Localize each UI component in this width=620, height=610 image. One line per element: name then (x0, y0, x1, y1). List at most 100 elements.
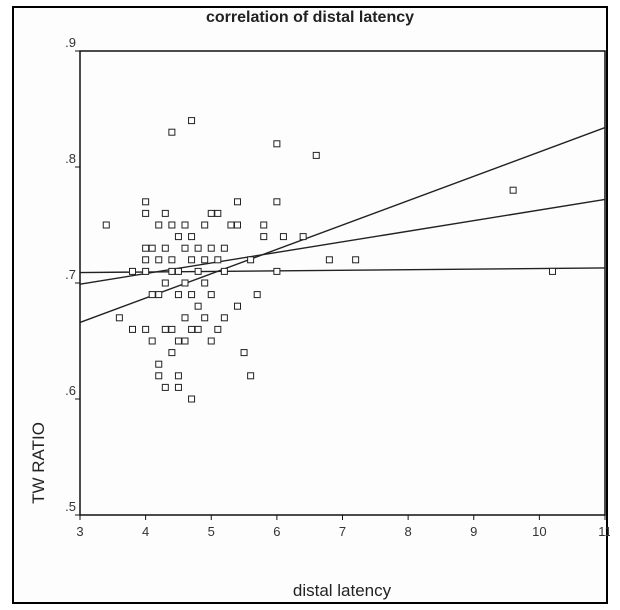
x-tick-label: 4 (142, 524, 149, 539)
data-point (201, 279, 209, 287)
data-point (161, 325, 169, 333)
data-point (273, 267, 281, 275)
data-point (207, 244, 215, 252)
x-axis-title: distal latency (293, 581, 392, 600)
data-point (509, 186, 517, 194)
plot-area (79, 50, 606, 516)
data-point (214, 256, 222, 264)
data-point (174, 291, 182, 299)
data-point (148, 337, 156, 345)
data-point (142, 209, 150, 217)
data-point (115, 314, 123, 322)
data-point (325, 256, 333, 264)
data-point (299, 233, 307, 241)
data-point (188, 395, 196, 403)
data-point (549, 267, 556, 275)
x-tick-label: 7 (339, 524, 346, 539)
y-tick-label: .5 (65, 499, 76, 514)
x-tick-label: 11 (598, 524, 610, 539)
data-point (174, 233, 182, 241)
data-point (188, 291, 196, 299)
data-point (247, 372, 255, 380)
data-point (214, 325, 222, 333)
data-point (201, 314, 209, 322)
data-point (194, 325, 202, 333)
scatter-chart: correlation of distal latency 3 4 5 6 7 8 9 10 1… (29, 9, 610, 600)
chart-frame: correlation of distal latency 3 4 5 6 7 8 9 10 1… (12, 6, 610, 604)
data-point (168, 256, 176, 264)
data-point (142, 267, 150, 275)
fit-line (79, 126, 606, 324)
data-point (260, 221, 268, 229)
data-point (352, 256, 360, 264)
data-point (129, 325, 136, 333)
data-point (129, 267, 136, 275)
data-point (168, 325, 176, 333)
data-point (168, 267, 176, 275)
y-tick-label: .9 (65, 35, 76, 50)
data-point (234, 221, 241, 229)
data-point (155, 291, 163, 299)
data-point (148, 291, 156, 299)
data-point (207, 209, 215, 217)
fit-lines (79, 126, 606, 324)
data-point (161, 209, 169, 217)
fit-line (79, 267, 606, 274)
x-tick-label: 9 (470, 524, 477, 539)
data-point (174, 383, 182, 391)
data-point (253, 291, 261, 299)
data-point (155, 221, 163, 229)
data-point (142, 256, 150, 264)
y-tick-label: .7 (65, 267, 76, 282)
data-point (168, 221, 176, 229)
fit-line (79, 198, 606, 285)
data-point (148, 244, 156, 252)
data-point (155, 372, 163, 380)
x-tick-label: 10 (532, 524, 546, 539)
data-points (102, 117, 556, 403)
data-point (174, 372, 182, 380)
x-tick-label: 3 (76, 524, 83, 539)
data-point (188, 256, 196, 264)
data-point (273, 198, 281, 206)
data-point (102, 221, 110, 229)
data-point (181, 279, 189, 287)
data-point (155, 360, 163, 368)
data-point (181, 337, 189, 345)
y-axis-title: TW RATIO (29, 422, 48, 504)
data-point (273, 140, 281, 148)
data-point (207, 291, 215, 299)
x-tick-label: 8 (405, 524, 412, 539)
data-point (181, 244, 189, 252)
data-point (220, 244, 228, 252)
data-point (168, 349, 176, 357)
data-point (142, 244, 150, 252)
data-point (174, 337, 182, 345)
data-point (161, 279, 169, 287)
data-point (142, 198, 150, 206)
data-point (188, 233, 196, 241)
data-point (279, 233, 287, 241)
y-tick-label: .6 (65, 383, 76, 398)
data-point (181, 221, 189, 229)
data-point (181, 314, 189, 322)
chart-title: correlation of distal latency (206, 9, 414, 26)
data-point (260, 233, 268, 241)
data-point (214, 209, 222, 217)
data-point (161, 383, 169, 391)
data-point (161, 244, 169, 252)
data-point (234, 198, 241, 206)
data-point (201, 221, 209, 229)
data-point (207, 337, 215, 345)
data-point (194, 244, 202, 252)
x-tick-label: 6 (273, 524, 280, 539)
data-point (247, 256, 255, 264)
data-point (194, 302, 202, 310)
data-point (142, 325, 150, 333)
data-point (174, 267, 182, 275)
data-point (234, 302, 241, 310)
data-point (227, 221, 235, 229)
axis-ticks: 3 4 5 6 7 8 9 10 11 .5 .6 .7 .8 .9 (65, 35, 610, 539)
data-point (312, 151, 320, 159)
data-point (220, 314, 228, 322)
